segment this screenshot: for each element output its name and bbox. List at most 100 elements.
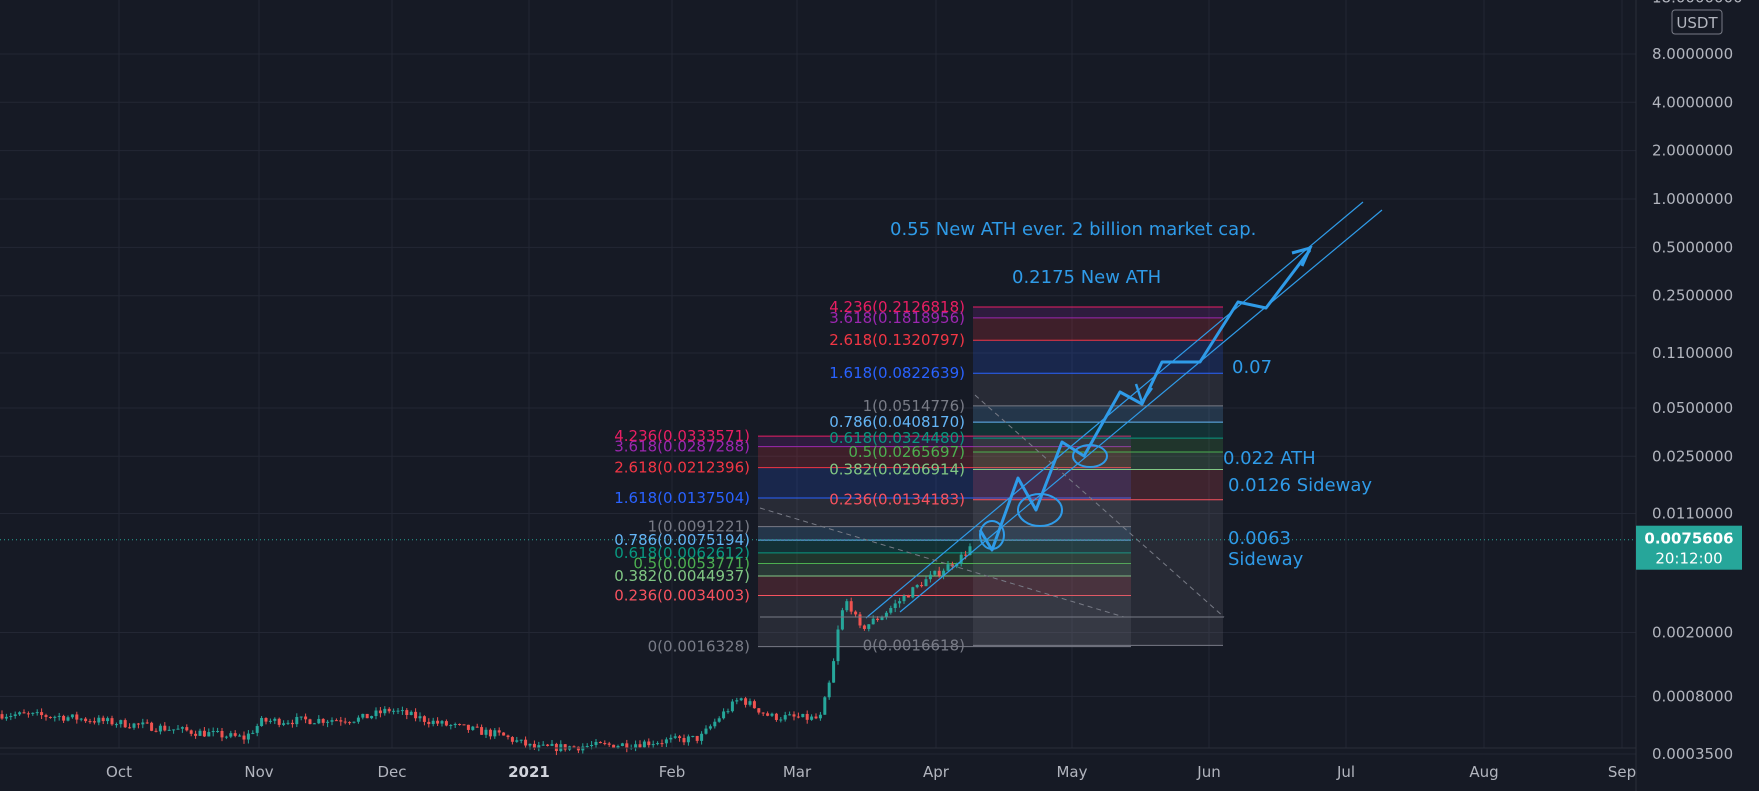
fib1-level-label: 4.236(0.0333571) (614, 427, 750, 445)
candle-body (229, 733, 233, 737)
candle-body (264, 718, 268, 722)
candle-body (431, 720, 435, 725)
candle-body (141, 722, 145, 725)
fib2-zone (973, 306, 1223, 318)
candle-body (867, 624, 871, 629)
candle-body (48, 716, 52, 718)
price-tick-label: 0.5000000 (1652, 238, 1733, 256)
candle-body (233, 733, 237, 736)
candle-body (845, 601, 849, 611)
candle-body (101, 717, 105, 722)
price-tick-label: 0.0020000 (1652, 623, 1733, 641)
candle-body (920, 585, 924, 587)
circle-marker (979, 520, 1005, 550)
last-price-value: 0.0075606 (1644, 530, 1733, 548)
candle-body (22, 712, 26, 714)
candle-body (13, 714, 17, 716)
candle-body (475, 726, 479, 728)
candle-body (405, 710, 409, 716)
candle-body (326, 721, 330, 723)
candle-body (537, 745, 541, 749)
currency-badge[interactable] (1671, 9, 1723, 35)
price-tick-label: 0.2500000 (1652, 287, 1733, 305)
candle-body (876, 618, 880, 620)
candle-body (506, 735, 510, 738)
fib2-zone (973, 499, 1223, 646)
fib1-zone (758, 467, 1131, 498)
candle-body (242, 735, 246, 740)
candle-body (396, 710, 400, 712)
candle-body (634, 744, 638, 748)
candle-body (739, 698, 743, 701)
candlesticks (0, 543, 972, 756)
candle-body (119, 720, 123, 725)
candle-body (541, 744, 545, 746)
candle-body (726, 711, 730, 713)
candle-body (906, 595, 910, 598)
candle-body (123, 720, 127, 728)
candle-body (616, 746, 620, 749)
candle-body (383, 708, 387, 714)
fib2-zone (973, 373, 1223, 406)
candle-body (361, 713, 365, 718)
candle-body (871, 618, 875, 625)
channel-lower (899, 209, 1383, 613)
candle-body (286, 722, 290, 724)
candle-body (339, 720, 343, 722)
last-price-countdown: 20:12:00 (1655, 550, 1722, 568)
fib1-level-label: 0.786(0.0075194) (614, 531, 750, 549)
candle-body (158, 725, 162, 732)
candle-body (458, 723, 462, 725)
candle-body (748, 701, 752, 705)
candle-body (827, 682, 831, 698)
candle-body (255, 726, 259, 733)
candle-body (207, 732, 211, 737)
candle-body (238, 735, 242, 737)
candle-body (0, 714, 4, 719)
fib2-zone (973, 405, 1223, 423)
time-tick-label: Mar (783, 763, 812, 781)
candle-body (9, 715, 13, 717)
candle-body (898, 601, 902, 604)
annotation-ath: 0.022 ATH (1223, 448, 1316, 469)
candle-body (440, 721, 444, 724)
candle-body (959, 554, 963, 564)
candle-body (779, 719, 783, 721)
candle-body (893, 603, 897, 609)
candle-body (66, 717, 70, 721)
projection-tick-arrow (1134, 383, 1154, 405)
candle-body (823, 697, 827, 715)
candle-body (304, 716, 308, 720)
candle-body (563, 744, 567, 750)
candle-body (805, 713, 809, 720)
candle-body (31, 712, 35, 714)
fib1-zone (758, 575, 1131, 596)
candle-body (757, 708, 761, 713)
fib1-zone (758, 436, 1131, 447)
candle-body (730, 701, 734, 712)
candle-body (260, 718, 264, 727)
candle-body (194, 733, 198, 736)
candle-body (968, 546, 972, 556)
candle-body (660, 743, 664, 745)
fib1-zone (758, 595, 1131, 647)
fib2-level-label: 0(0.0016618) (863, 636, 965, 654)
candle-body (453, 723, 457, 726)
circle-marker (1017, 493, 1063, 527)
candle-body (484, 729, 488, 735)
candle-body (717, 718, 721, 722)
grid-lines (0, 0, 1636, 755)
projection-path (978, 249, 1312, 552)
candle-body (700, 733, 704, 741)
candle-body (84, 718, 88, 722)
candle-body (330, 720, 334, 722)
fib1-zone (758, 526, 1131, 541)
price-axis[interactable]: 18.0000000 8.0000000 4.0000000 2.0000000 1.0… (1652, 0, 1743, 763)
candle-body (704, 728, 708, 734)
time-axis[interactable]: Oct Nov Dec 2021 Feb Mar Apr May Jun Jul Aug Sep (106, 763, 1636, 781)
fib2-trend-dashed (974, 394, 1225, 618)
fib1-level-label: 0.618(0.0062612) (614, 544, 750, 562)
candle-body (343, 721, 347, 723)
price-tick-label: 0.0008000 (1652, 687, 1733, 705)
